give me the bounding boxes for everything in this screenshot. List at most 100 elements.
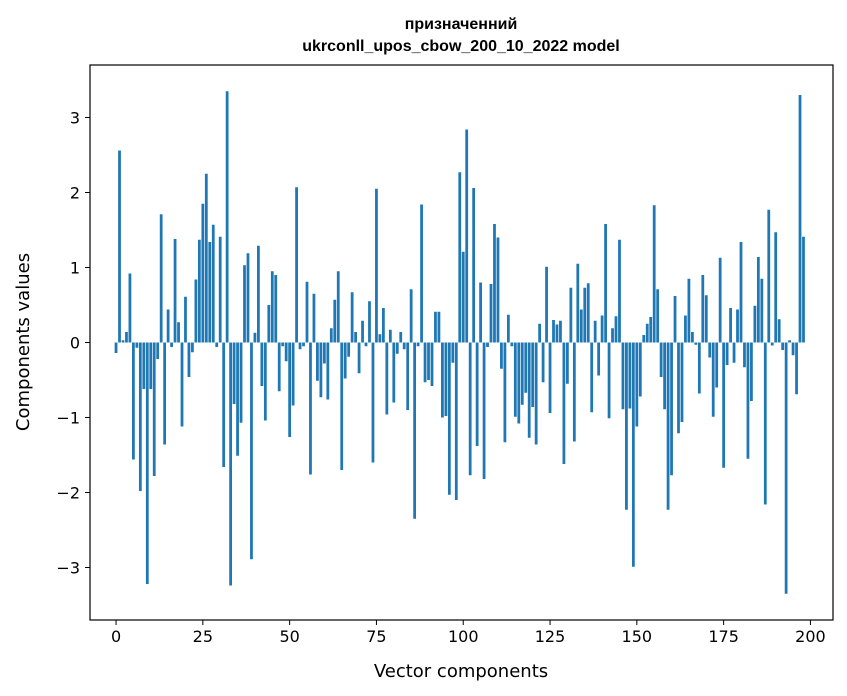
bar-component-17: [173, 239, 177, 343]
bar-component-194: [788, 340, 791, 343]
x-tick-label: 200: [795, 627, 826, 646]
bar-component-112: [503, 342, 507, 443]
y-tick-label: −2: [56, 484, 80, 503]
bar-component-56: [309, 342, 312, 475]
y-tick-label: 3: [70, 109, 80, 128]
x-tick-label: 50: [279, 627, 299, 646]
bar-component-122: [538, 323, 542, 343]
bar-component-196: [795, 342, 798, 395]
bar-component-95: [444, 342, 448, 416]
x-tick-label: 150: [622, 627, 653, 646]
bar-component-31: [222, 342, 226, 467]
bar-component-29: [215, 342, 219, 347]
bar-component-150: [635, 342, 639, 427]
bar-component-119: [527, 342, 531, 438]
bar-component-37: [243, 265, 246, 343]
x-tick-label: 100: [448, 627, 479, 646]
bar-component-97: [451, 342, 455, 363]
bar-component-23: [194, 279, 198, 343]
bar-component-103: [472, 188, 476, 343]
bar-component-175: [722, 342, 726, 468]
bar-component-136: [586, 283, 590, 343]
bar-component-84: [406, 342, 410, 410]
bar-component-93: [437, 311, 441, 343]
bar-component-4: [128, 273, 132, 343]
bar-component-130: [566, 342, 569, 384]
bar-component-66: [343, 342, 347, 379]
bar-component-126: [552, 320, 555, 343]
bar-component-100: [461, 251, 465, 343]
bar-component-72: [364, 342, 368, 347]
bar-component-12: [156, 342, 160, 359]
bar-component-124: [545, 266, 548, 343]
bar-component-184: [753, 305, 757, 343]
bar-component-35: [236, 342, 239, 456]
bar-component-49: [284, 342, 288, 362]
bar-component-13: [159, 214, 163, 343]
bar-component-71: [361, 320, 364, 343]
bar-component-15: [166, 309, 170, 343]
bar-component-70: [357, 342, 361, 374]
bar-component-26: [204, 173, 208, 343]
bar-component-75: [375, 188, 378, 343]
bar-component-58: [316, 342, 319, 381]
bar-component-172: [711, 342, 715, 417]
bar-component-140: [600, 315, 604, 343]
y-tick-label: 2: [70, 184, 80, 203]
bar-component-46: [274, 275, 278, 343]
bar-component-27: [208, 242, 212, 343]
bar-component-158: [663, 342, 666, 410]
bar-component-170: [704, 295, 708, 343]
bar-component-30: [218, 236, 222, 343]
bar-component-193: [784, 342, 788, 594]
bar-component-144: [614, 316, 618, 343]
bar-component-22: [191, 342, 194, 353]
bar-component-148: [628, 342, 632, 409]
bar-component-21: [187, 342, 191, 377]
bar-component-186: [760, 278, 764, 343]
bar-component-154: [649, 317, 653, 343]
bar-component-174: [718, 257, 722, 343]
bar-component-138: [593, 320, 597, 343]
bar-component-159: [666, 342, 670, 510]
bar-component-6: [135, 342, 139, 348]
bar-component-9: [145, 342, 149, 584]
bar-component-2: [121, 340, 125, 343]
bar-component-125: [548, 342, 552, 413]
chart-title-line-1: призначенний: [405, 16, 518, 33]
bar-component-197: [798, 95, 802, 343]
bar-component-141: [604, 224, 607, 343]
bar-component-198: [802, 236, 805, 343]
bar-component-135: [583, 287, 587, 343]
bar-component-41: [257, 245, 260, 343]
bar-component-34: [232, 342, 236, 404]
bar-component-99: [458, 172, 462, 343]
bar-component-146: [621, 342, 625, 410]
bar-component-47: [277, 342, 281, 392]
y-tick-label: 0: [70, 334, 80, 353]
bar-component-52: [295, 187, 298, 343]
bar-component-92: [434, 311, 437, 343]
bar-component-69: [354, 332, 357, 343]
x-tick-label: 25: [193, 627, 213, 646]
bar-component-64: [336, 271, 340, 343]
bar-component-86: [413, 342, 417, 519]
bar-component-88: [420, 204, 423, 343]
bar-component-151: [638, 342, 642, 397]
bar-component-73: [368, 301, 371, 343]
bar-component-116: [517, 342, 521, 424]
bar-component-65: [340, 342, 344, 470]
bar-component-120: [531, 342, 535, 407]
bar-component-98: [454, 342, 458, 500]
bar-component-164: [684, 315, 687, 343]
bar-component-181: [743, 342, 746, 368]
bar-component-156: [656, 289, 660, 343]
bar-component-133: [576, 263, 580, 343]
bar-component-96: [447, 342, 451, 495]
bar-component-183: [750, 342, 753, 401]
bar-component-104: [475, 342, 479, 446]
x-axis-label: Vector components: [374, 661, 548, 682]
bar-component-90: [427, 342, 430, 380]
